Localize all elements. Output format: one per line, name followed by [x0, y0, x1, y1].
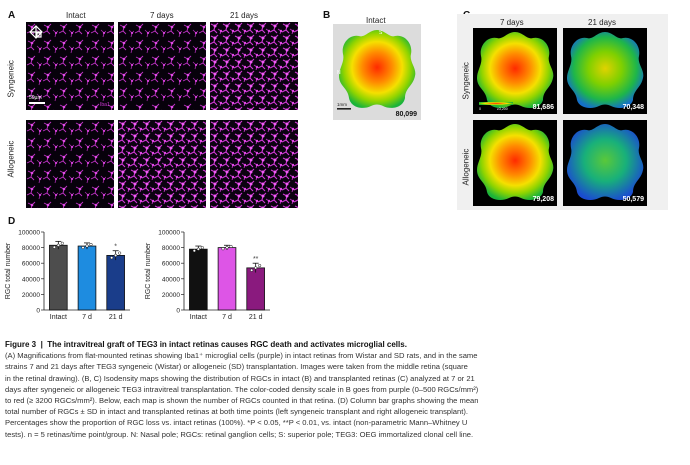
- caption-line: to red (≥ 3200 RGCs/mm²). Below, each ma…: [5, 396, 479, 406]
- micrograph-syngeneic-21days: [210, 22, 298, 110]
- data-point: [254, 266, 258, 270]
- panel-b-label: B: [323, 10, 331, 21]
- rgc-count: 81,686: [532, 104, 554, 111]
- caption-line: tests). n = 5 retinas/time point/group. …: [5, 429, 474, 439]
- rgc-count: 80,099: [395, 111, 417, 118]
- caption-line: strains 7 and 21 days after TEG3 syngene…: [5, 362, 468, 372]
- rgc-count: 70,348: [622, 104, 644, 111]
- panel-a-col-7days: 7 days: [150, 11, 174, 20]
- y-tick-label: 0: [36, 308, 40, 315]
- bar: [217, 247, 237, 311]
- data-point: [52, 245, 56, 249]
- x-tick-label: 21 d: [109, 314, 123, 321]
- scale-bar: [337, 108, 351, 110]
- data-point: [110, 256, 114, 260]
- panel-a-label: A: [8, 10, 16, 21]
- data-point: [258, 263, 262, 268]
- bar: [189, 248, 208, 311]
- isodensity-syngeneic-7days: 0 ≥3,200 81,686: [473, 28, 557, 114]
- data-point: [221, 247, 225, 251]
- isodensity-map-intact: S N 1mm: [337, 30, 416, 110]
- caption-line: total number of RGCs ± SD in intact and …: [5, 407, 468, 417]
- x-tick-label: Intact: [50, 314, 67, 321]
- tile-marker-label: Iba1: [100, 102, 110, 108]
- data-point: [200, 246, 204, 250]
- density-scale-bar: [479, 102, 513, 105]
- panel-a-col-21days: 21 days: [230, 11, 259, 20]
- panel-d-label: D: [8, 216, 16, 227]
- isodensity-syngeneic-21days: 70,348: [563, 28, 647, 114]
- bar: [49, 244, 68, 311]
- caption-title: Figure 3 | The intravitreal graft of TEG…: [5, 340, 407, 349]
- pole-superior: S: [379, 30, 383, 36]
- micrograph-allogeneic-intact: [26, 120, 114, 208]
- y-tick-label: 60000: [22, 261, 40, 268]
- panel-a-col-intact: Intact: [66, 11, 86, 20]
- caption-line: days after syngeneic or allogeneic TEG3 …: [5, 384, 479, 394]
- y-tick-label: 40000: [22, 276, 40, 283]
- bar-chart-allogeneic: RGC total number 100000 80000 60000 40000 200…: [145, 230, 270, 321]
- y-axis-label: RGC total number: [5, 242, 12, 299]
- data-point: [85, 244, 89, 248]
- bar: [77, 245, 97, 311]
- data-point: [89, 242, 93, 247]
- scale-min: 0: [479, 107, 481, 111]
- isodensity-allogeneic-7days: 79,208: [473, 120, 557, 206]
- scale-bar-label: 50µm: [29, 95, 42, 101]
- panel-c-row-syngeneic: Syngeneic: [461, 62, 471, 100]
- data-point: [118, 251, 122, 255]
- y-tick-label: 100000: [18, 230, 40, 237]
- data-point: [114, 253, 118, 257]
- bar: [106, 254, 125, 311]
- y-tick-label: 20000: [22, 292, 40, 299]
- micrograph-allogeneic-21days: [210, 120, 298, 208]
- bar-chart-syngeneic: RGC total number 100000 80000 60000 40000 200…: [5, 230, 130, 321]
- data-point: [250, 268, 254, 272]
- scale-max: ≥3,200: [497, 107, 508, 111]
- isodensity-allogeneic-21days: 50,579: [563, 120, 647, 206]
- data-point: [60, 241, 64, 245]
- y-tick-label: 100000: [158, 230, 180, 237]
- x-tick-label: Intact: [190, 314, 207, 321]
- y-tick-label: 40000: [162, 276, 180, 283]
- figure-caption: Figure 3 | The intravitreal graft of TEG…: [5, 339, 685, 440]
- data-point: [81, 246, 85, 250]
- caption-line: Percentages show the proportion of RGC l…: [5, 418, 468, 428]
- micrograph-syngeneic-intact: 50µm Iba1: [26, 22, 114, 110]
- rgc-count: 50,579: [622, 196, 644, 203]
- panel-c-col-21days: 21 days: [588, 18, 617, 27]
- retina-drawing-icon: [29, 25, 43, 39]
- x-tick-label: 7 d: [82, 314, 92, 321]
- significance-marker: **: [253, 256, 259, 263]
- y-axis-label: RGC total number: [145, 242, 152, 299]
- y-tick-label: 60000: [162, 261, 180, 268]
- caption-line: (A) Magnifications from flat-mounted ret…: [5, 351, 478, 361]
- micrograph-allogeneic-7days: [118, 120, 206, 208]
- data-point: [56, 243, 60, 247]
- data-point: [225, 246, 229, 250]
- pole-nasal: N: [337, 70, 341, 76]
- scale-bar-label: 1mm: [337, 102, 347, 107]
- panel-a-row-syngeneic: Syngeneic: [6, 60, 16, 98]
- micrograph-syngeneic-7days: [118, 22, 206, 110]
- bar: [246, 267, 265, 311]
- rgc-count: 79,208: [532, 196, 554, 203]
- significance-marker: *: [114, 244, 117, 251]
- y-tick-label: 80000: [162, 245, 180, 252]
- x-tick-label: 7 d: [222, 314, 232, 321]
- data-point: [229, 244, 233, 248]
- y-tick-label: 80000: [22, 245, 40, 252]
- panel-a-row-allogeneic: Allogeneic: [6, 140, 16, 178]
- scale-bar: [29, 102, 45, 104]
- data-point: [192, 249, 196, 253]
- y-tick-label: 20000: [162, 292, 180, 299]
- panel-b-title: Intact: [366, 16, 386, 25]
- y-tick-label: 0: [176, 308, 180, 315]
- data-point: [196, 247, 200, 251]
- panel-c-row-allogeneic: Allogeneic: [461, 148, 471, 186]
- x-tick-label: 21 d: [249, 314, 263, 321]
- panel-c-col-7days: 7 days: [500, 18, 524, 27]
- caption-line: in the retinal drawing). (B, C) Isodensi…: [5, 373, 475, 383]
- isodensity-intact-frame: S N 1mm 80,099: [333, 24, 421, 120]
